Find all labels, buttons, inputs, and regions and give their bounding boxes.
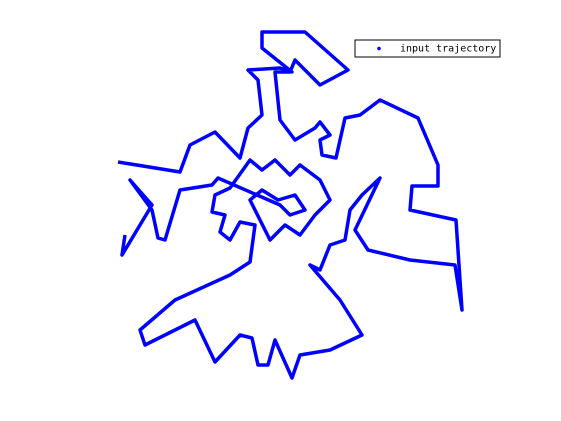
trajectory-line <box>117 30 464 380</box>
legend-marker <box>377 46 381 51</box>
legend-label: input trajectory <box>400 44 496 55</box>
legend-box <box>354 39 501 58</box>
